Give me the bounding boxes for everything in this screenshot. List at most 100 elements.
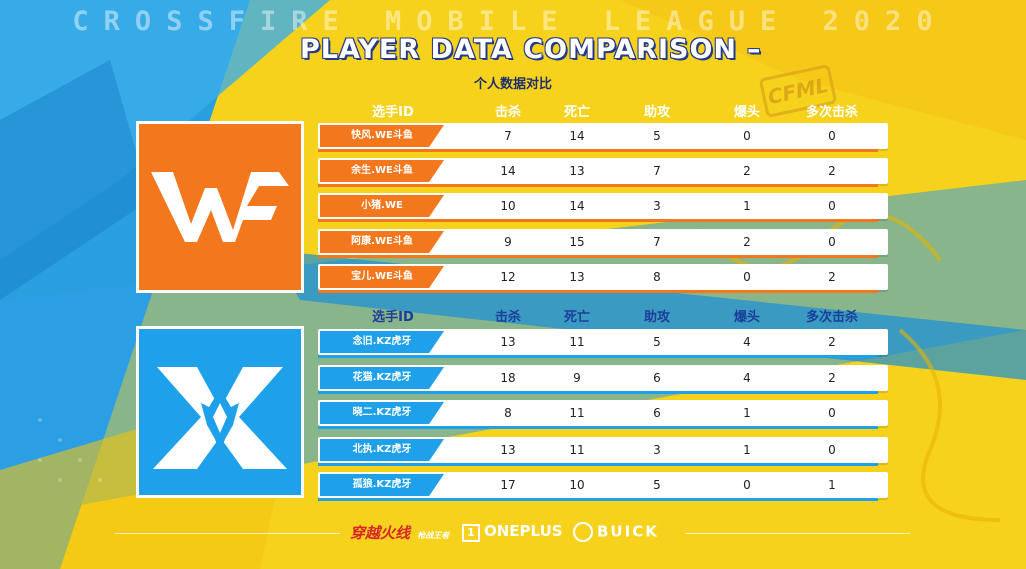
kz-table-header: 选手ID 击杀 死亡 助攻 爆头 多次击杀 bbox=[0, 306, 1026, 326]
kills-value: 10 bbox=[500, 199, 516, 213]
crossfire-logo-text: 穿越火线 bbox=[350, 524, 411, 542]
row-accent-bar bbox=[318, 498, 878, 501]
player-id: 阿康.WE斗鱼 bbox=[320, 231, 444, 253]
sponsor-footer: 穿越火线 枪战王者 1 ONEPLUS BUICK bbox=[0, 516, 1026, 550]
player-id: 孤狼.KZ虎牙 bbox=[320, 474, 444, 496]
table-row: 念旧.KZ虎牙 13 11 5 4 2 bbox=[318, 329, 888, 358]
multikills-value: 0 bbox=[828, 443, 836, 457]
player-id: 宝儿.WE斗鱼 bbox=[320, 266, 444, 288]
column-kills: 击杀 bbox=[494, 310, 521, 325]
oneplus-logo-text: ONEPLUS bbox=[484, 522, 563, 540]
column-assists: 助攻 bbox=[643, 310, 670, 325]
row-accent-bar bbox=[318, 219, 878, 222]
kills-value: 13 bbox=[500, 335, 516, 349]
row-accent-bar bbox=[318, 463, 878, 466]
row-accent-bar bbox=[318, 149, 878, 152]
table-row: 阿康.WE斗鱼 9 15 7 2 0 bbox=[318, 229, 888, 258]
headshots-value: 1 bbox=[743, 406, 751, 420]
assists-value: 6 bbox=[653, 406, 661, 420]
deaths-value: 9 bbox=[573, 371, 581, 385]
table-row: 孤狼.KZ虎牙 17 10 5 0 1 bbox=[318, 472, 888, 501]
player-id: 花猫.KZ虎牙 bbox=[320, 367, 444, 389]
assists-value: 3 bbox=[653, 443, 661, 457]
headshots-value: 2 bbox=[743, 235, 751, 249]
table-row: 快风.WE斗鱼 7 14 5 0 0 bbox=[318, 123, 888, 152]
row-accent-bar bbox=[318, 184, 878, 187]
multikills-value: 2 bbox=[828, 164, 836, 178]
multikills-value: 0 bbox=[828, 406, 836, 420]
player-id: 小猪.WE bbox=[320, 195, 444, 217]
deaths-value: 14 bbox=[569, 129, 585, 143]
kills-value: 17 bbox=[500, 478, 516, 492]
deaths-value: 14 bbox=[569, 199, 585, 213]
deaths-value: 11 bbox=[569, 443, 585, 457]
kills-value: 14 bbox=[500, 164, 516, 178]
player-id: 念旧.KZ虎牙 bbox=[320, 331, 444, 353]
multikills-value: 0 bbox=[828, 199, 836, 213]
deaths-value: 11 bbox=[569, 335, 585, 349]
kills-value: 12 bbox=[500, 270, 516, 284]
we-team-logo-icon bbox=[136, 121, 304, 293]
headshots-value: 4 bbox=[743, 371, 751, 385]
headshots-value: 2 bbox=[743, 164, 751, 178]
table-row: 晓二.KZ虎牙 8 11 6 1 0 bbox=[318, 400, 888, 429]
title-dash: – bbox=[747, 34, 762, 65]
kz-logo-graphic bbox=[153, 367, 287, 469]
multikills-value: 2 bbox=[828, 335, 836, 349]
player-id: 快风.WE斗鱼 bbox=[320, 125, 444, 147]
crossfire-logo: 穿越火线 枪战王者 bbox=[350, 522, 449, 543]
oneplus-logo: 1 ONEPLUS bbox=[462, 522, 563, 542]
headshots-value: 0 bbox=[743, 478, 751, 492]
column-kills: 击杀 bbox=[494, 105, 521, 120]
headshots-value: 4 bbox=[743, 335, 751, 349]
page-title: PLAYER DATA COMPARISON – bbox=[300, 34, 761, 65]
headshots-value: 1 bbox=[743, 443, 751, 457]
kz-team-logo-icon bbox=[136, 326, 304, 498]
assists-value: 5 bbox=[653, 478, 661, 492]
table-row: 小猪.WE 10 14 3 1 0 bbox=[318, 193, 888, 222]
row-accent-bar bbox=[318, 255, 878, 258]
multikills-value: 0 bbox=[828, 129, 836, 143]
deaths-value: 11 bbox=[569, 406, 585, 420]
row-accent-bar bbox=[318, 426, 878, 429]
oneplus-mark-icon: 1 bbox=[462, 524, 480, 542]
row-accent-bar bbox=[318, 391, 878, 394]
page-subtitle: 个人数据对比 bbox=[473, 77, 552, 92]
we-logo-graphic bbox=[151, 172, 289, 242]
multikills-value: 1 bbox=[828, 478, 836, 492]
multikills-value: 2 bbox=[828, 371, 836, 385]
league-banner-text: CROSSFIRE MOBILE LEAGUE 2020 bbox=[72, 6, 948, 37]
we-table-header: 选手ID 击杀 死亡 助攻 爆头 多次击杀 bbox=[0, 101, 1026, 121]
row-accent-bar bbox=[318, 355, 878, 358]
deaths-value: 10 bbox=[569, 478, 585, 492]
buick-logo: BUICK bbox=[573, 522, 659, 542]
column-headshots: 爆头 bbox=[733, 310, 760, 325]
kills-value: 7 bbox=[504, 129, 512, 143]
kills-value: 9 bbox=[504, 235, 512, 249]
assists-value: 3 bbox=[653, 199, 661, 213]
player-id: 北执.KZ虎牙 bbox=[320, 439, 444, 461]
multikills-value: 2 bbox=[828, 270, 836, 284]
headshots-value: 1 bbox=[743, 199, 751, 213]
row-accent-bar bbox=[318, 290, 878, 293]
column-headshots: 爆头 bbox=[733, 105, 760, 120]
kills-value: 18 bbox=[500, 371, 516, 385]
kills-value: 8 bbox=[504, 406, 512, 420]
headshots-value: 0 bbox=[743, 270, 751, 284]
assists-value: 8 bbox=[653, 270, 661, 284]
column-deaths: 死亡 bbox=[563, 105, 590, 120]
column-multikills: 多次击杀 bbox=[805, 310, 858, 325]
buick-logo-text: BUICK bbox=[597, 522, 659, 541]
deaths-value: 13 bbox=[569, 164, 585, 178]
column-player-id: 选手ID bbox=[372, 310, 414, 325]
deaths-value: 15 bbox=[569, 235, 585, 249]
page-title-text: PLAYER DATA COMPARISON bbox=[300, 34, 737, 65]
table-row: 花猫.KZ虎牙 18 9 6 4 2 bbox=[318, 365, 888, 394]
table-row: 余生.WE斗鱼 14 13 7 2 2 bbox=[318, 158, 888, 187]
column-deaths: 死亡 bbox=[563, 310, 590, 325]
table-row: 宝儿.WE斗鱼 12 13 8 0 2 bbox=[318, 264, 888, 293]
deaths-value: 13 bbox=[569, 270, 585, 284]
column-player-id: 选手ID bbox=[372, 105, 414, 120]
footer-divider-right bbox=[685, 533, 910, 534]
assists-value: 7 bbox=[653, 164, 661, 178]
